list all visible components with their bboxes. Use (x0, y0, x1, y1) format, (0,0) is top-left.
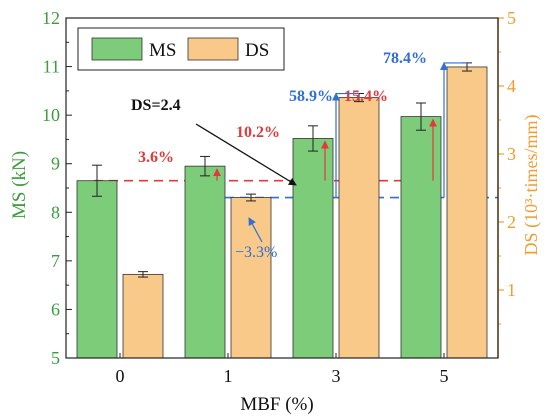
left-tick-label: 10 (42, 105, 60, 125)
right-axis: 1 2 3 4 5 (497, 8, 516, 358)
right-tick-label: 4 (507, 76, 516, 96)
bar-ms (400, 116, 442, 359)
left-tick-label: 11 (43, 57, 60, 77)
ds-reference-arrow (195, 123, 297, 186)
right-tick-label: 5 (507, 8, 516, 28)
legend-swatch-ds (187, 37, 239, 61)
left-axis-label: MS (kN) (9, 151, 30, 219)
bar-ms (76, 180, 118, 359)
right-tick-label: 3 (507, 144, 516, 164)
bar-ds (338, 97, 380, 359)
left-axis: 5 6 7 8 9 10 11 12 (42, 8, 72, 368)
left-tick-label: 8 (51, 202, 60, 222)
annotations: 3.6% 10.2% 15.4% −3.3% 58.9% 78.4% (138, 50, 467, 261)
legend-label-ds: DS (245, 40, 269, 61)
x-tick-label: 5 (440, 366, 449, 386)
x-tick-label: 1 (224, 366, 233, 386)
right-tick-label: 1 (507, 280, 516, 300)
legend-label-ms: MS (149, 40, 176, 61)
x-tick-label: 3 (332, 366, 341, 386)
ms-change-label: 3.6% (138, 149, 174, 166)
left-tick-label: 9 (51, 154, 60, 174)
bar-ds (122, 273, 164, 359)
ds-change-label: −3.3% (235, 244, 277, 261)
plot-frame (65, 17, 499, 359)
x-tick-label: 0 (116, 366, 125, 386)
legend-swatch-ms (91, 37, 143, 61)
legend: MS DS (77, 27, 285, 71)
right-axis-label: DS (10³·times/mm) (521, 115, 542, 256)
left-tick-label: 7 (51, 251, 60, 271)
x-axis-label: MBF (%) (240, 394, 313, 415)
left-tick-label: 5 (51, 348, 60, 368)
bar-ds (446, 66, 488, 359)
left-tick-label: 6 (51, 299, 60, 319)
bars (76, 62, 488, 359)
ds-change-label: 78.4% (383, 50, 427, 67)
ds-change-arrow (248, 217, 263, 243)
ds-change-label: 58.9% (289, 88, 333, 105)
right-tick-label: 2 (507, 212, 516, 232)
bar-ms (292, 138, 334, 359)
x-axis: 0 1 3 5 (116, 353, 449, 386)
bar-ms (184, 165, 226, 359)
left-tick-label: 12 (42, 8, 60, 28)
ms-change-label: 15.4% (344, 88, 388, 105)
ms-change-label: 10.2% (236, 124, 280, 141)
ds-reference-label: DS=2.4 (131, 97, 181, 114)
